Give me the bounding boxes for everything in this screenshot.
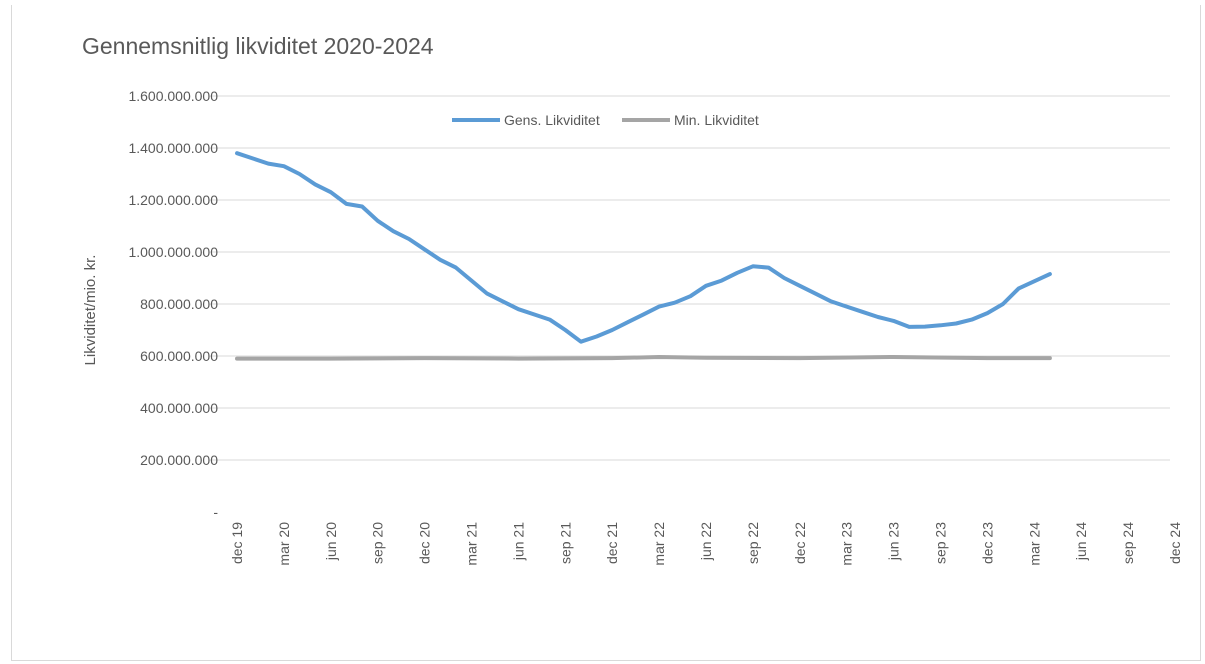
x-tick-label: mar 23 <box>839 522 855 566</box>
y-tick-label: 1.200.000.000 <box>128 192 218 208</box>
y-tick-label: 1.400.000.000 <box>128 140 218 156</box>
chart-title: Gennemsnitlig likviditet 2020-2024 <box>82 33 434 59</box>
x-tick-label: dec 24 <box>1167 522 1183 564</box>
series-line-min-likviditet <box>235 355 1052 361</box>
x-tick-label: jun 21 <box>510 522 526 561</box>
y-tick-label: 200.000.000 <box>140 452 218 468</box>
y-tick-label: 600.000.000 <box>140 348 218 364</box>
chart-frame <box>11 5 1201 661</box>
x-axis-ticks: dec 19 mar 20 jun 20 sep 20 dec 20 mar 21 jun … <box>229 522 1183 566</box>
x-tick-label: jun 23 <box>886 522 902 561</box>
x-tick-label: mar 20 <box>276 522 292 566</box>
x-tick-label: dec 20 <box>417 522 433 564</box>
legend-label-gens: Gens. Likviditet <box>504 112 600 128</box>
x-tick-label: sep 24 <box>1120 522 1136 564</box>
x-tick-label: dec 21 <box>604 522 620 564</box>
legend: Gens. Likviditet Min. Likviditet <box>452 112 759 128</box>
x-tick-label: dec 23 <box>979 522 995 564</box>
gridlines <box>210 95 1170 461</box>
y-tick-label: 400.000.000 <box>140 400 218 416</box>
x-tick-label: mar 21 <box>464 522 480 566</box>
x-tick-label: sep 20 <box>370 522 386 564</box>
series-line-gens-likviditet <box>235 151 1052 344</box>
y-tick-label: 1.600.000.000 <box>128 88 218 104</box>
x-tick-label: sep 21 <box>557 522 573 564</box>
x-tick-label: sep 23 <box>933 522 949 564</box>
series-lines <box>235 151 1052 361</box>
x-tick-label: jun 24 <box>1073 522 1089 561</box>
y-tick-label: - <box>213 504 218 520</box>
y-tick-label: 1.000.000.000 <box>128 244 218 260</box>
x-tick-label: dec 22 <box>792 522 808 564</box>
x-tick-label: jun 22 <box>698 522 714 561</box>
x-tick-label: mar 24 <box>1026 522 1042 566</box>
legend-label-min: Min. Likviditet <box>674 112 759 128</box>
y-axis-ticks: - 200.000.000 400.000.000 600.000.000 800.00… <box>128 88 218 520</box>
x-tick-label: dec 19 <box>229 522 245 564</box>
y-axis-title: Likviditet/mio. kr. <box>82 255 99 366</box>
x-tick-label: sep 22 <box>745 522 761 564</box>
x-tick-label: mar 22 <box>651 522 667 566</box>
x-tick-label: jun 20 <box>323 522 339 561</box>
y-tick-label: 800.000.000 <box>140 296 218 312</box>
